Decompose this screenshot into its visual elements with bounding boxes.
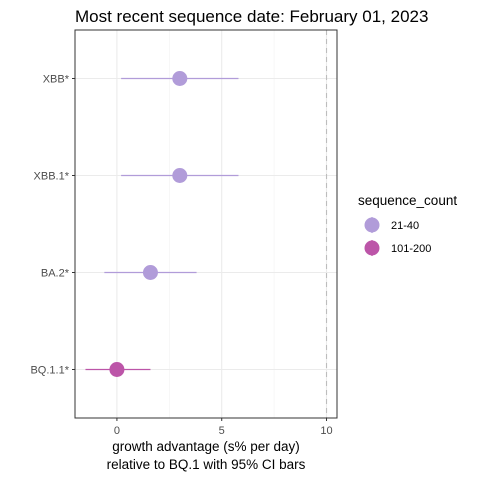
y-tick-label: BA.2* xyxy=(41,268,70,280)
y-tick-label: BQ.1.1* xyxy=(30,365,69,377)
plot-panel xyxy=(74,29,338,419)
y-ticks: XBB* XBB.1* BA.2* BQ.1.1* xyxy=(30,74,75,377)
data-point xyxy=(142,265,158,280)
data-point xyxy=(172,168,188,183)
x-tick-label: 10 xyxy=(320,425,332,437)
x-tick-label: 0 xyxy=(114,425,120,437)
legend-key-point xyxy=(364,217,380,233)
data-point xyxy=(109,362,125,377)
y-tick-label: XBB* xyxy=(43,74,70,86)
x-ticks: 0 5 10 xyxy=(114,418,333,437)
legend-key-point xyxy=(364,240,380,256)
y-tick-label: XBB.1* xyxy=(34,171,70,183)
x-axis-title-line-2: relative to BQ.1 with 95% CI bars xyxy=(107,457,306,472)
legend-title: sequence_count xyxy=(358,193,457,208)
plot-panel-border xyxy=(74,29,338,419)
legend-entries: 21-40 101-200 xyxy=(364,217,431,256)
chart-title: Most recent sequence date: February 01, … xyxy=(75,7,428,26)
x-axis-title-line-1: growth advantage (s% per day) xyxy=(112,439,300,454)
x-tick-label: 5 xyxy=(219,425,225,437)
data-point xyxy=(172,71,188,86)
legend: sequence_count 21-40 101-200 xyxy=(358,193,457,256)
legend-label: 21-40 xyxy=(391,220,419,232)
legend-label: 101-200 xyxy=(391,243,431,255)
marks-layer xyxy=(85,71,239,377)
